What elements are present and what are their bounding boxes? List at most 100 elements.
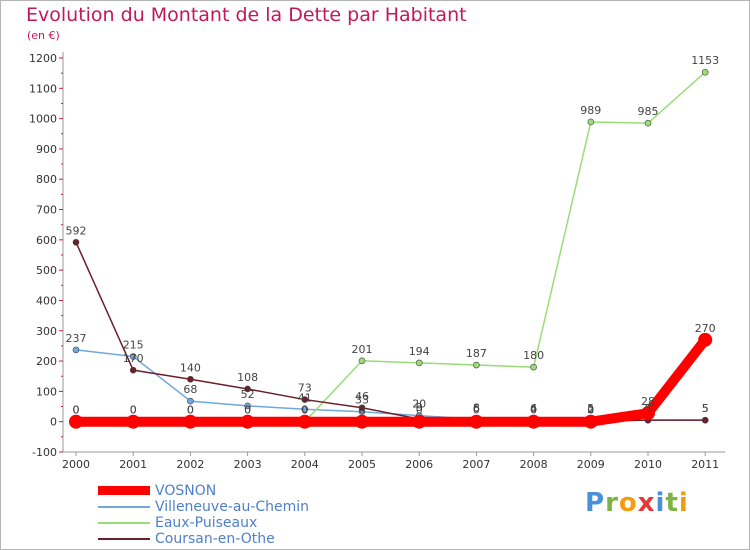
- x-tick-label: 2011: [691, 458, 719, 471]
- data-label: 0: [587, 404, 594, 417]
- data-label: 41: [298, 391, 312, 404]
- data-point: [126, 414, 141, 429]
- logo-letter: r: [605, 488, 619, 518]
- data-label: 5: [645, 402, 652, 415]
- legend-label-coursan: Coursan-en-Othe: [155, 531, 275, 547]
- data-label: 989: [580, 104, 601, 117]
- data-label: 0: [301, 404, 308, 417]
- data-label: 9: [416, 401, 423, 414]
- data-label: 5: [702, 402, 709, 415]
- y-tick-label: 1000: [29, 113, 57, 126]
- data-point: [698, 332, 713, 347]
- data-label: 0: [130, 404, 137, 417]
- legend-label-eaux-puiseaux: Eaux-Puiseaux: [155, 515, 258, 531]
- legend-swatch-eaux-puiseaux: [98, 522, 150, 524]
- data-point: [129, 366, 137, 374]
- data-label: 0: [187, 404, 194, 417]
- data-point: [644, 119, 652, 127]
- x-tick-label: 2003: [234, 458, 262, 471]
- data-point: [244, 402, 251, 410]
- data-label: 194: [409, 345, 430, 358]
- data-label: 180: [523, 349, 544, 362]
- x-tick-label: 2009: [577, 458, 605, 471]
- series-line: [71, 334, 711, 427]
- data-point: [129, 353, 137, 360]
- data-point: [297, 414, 312, 429]
- data-point: [587, 118, 595, 126]
- data-point: [701, 68, 709, 76]
- x-tick-label: 2005: [348, 458, 376, 471]
- data-label: 187: [466, 347, 487, 360]
- data-label: 201: [352, 343, 373, 356]
- data-label: 6: [530, 402, 537, 415]
- data-label: 0: [473, 404, 480, 417]
- data-label: 0: [416, 404, 423, 417]
- data-label: 0: [244, 404, 251, 417]
- y-tick-label: 1200: [29, 52, 57, 65]
- data-label: 237: [66, 332, 87, 345]
- data-label: 0: [73, 404, 80, 417]
- x-tick-label: 2004: [291, 458, 319, 471]
- data-label: 170: [123, 352, 144, 365]
- data-label: 0: [73, 404, 80, 417]
- data-label: 0: [530, 404, 537, 417]
- data-label: 20: [412, 398, 426, 411]
- legend-swatch-villeneuve: [98, 506, 150, 508]
- data-point: [526, 414, 541, 429]
- y-tick-label: 300: [36, 325, 57, 338]
- y-tick-label: 1100: [29, 82, 57, 95]
- logo-letter: x: [637, 488, 656, 518]
- unit-label: (en €): [27, 29, 60, 42]
- logo-letter: i: [655, 488, 666, 518]
- data-point: [183, 414, 198, 429]
- data-label: 108: [237, 371, 258, 384]
- data-label: 68: [183, 383, 197, 396]
- legend-swatch-coursan: [98, 538, 150, 540]
- data-label: 5: [702, 402, 709, 415]
- data-point: [412, 414, 427, 429]
- data-label: 0: [130, 404, 137, 417]
- data-point: [358, 357, 366, 365]
- data-label: 5: [587, 402, 594, 415]
- data-point: [355, 414, 369, 429]
- legend-label-vosnon: VOSNON: [155, 483, 217, 499]
- x-tick-label: 2001: [119, 458, 147, 471]
- data-label: 1153: [691, 54, 719, 67]
- series-line: [75, 71, 706, 423]
- x-tick-label: 2007: [462, 458, 490, 471]
- data-point: [473, 361, 480, 369]
- y-tick-label: 0: [50, 416, 57, 429]
- x-tick-label: 2000: [62, 458, 90, 471]
- data-label: 6: [473, 402, 480, 415]
- data-point: [701, 416, 709, 424]
- data-point: [244, 385, 251, 393]
- y-tick-label: -100: [32, 446, 57, 459]
- y-tick-label: 500: [36, 264, 57, 277]
- data-point: [187, 397, 194, 405]
- data-label: 4: [530, 402, 537, 415]
- data-point: [69, 414, 83, 429]
- data-label: 592: [66, 224, 87, 237]
- chart-title: Evolution du Montant de la Dette par Hab…: [26, 4, 467, 26]
- y-tick-label: 600: [36, 234, 57, 247]
- y-tick-label: 900: [36, 143, 57, 156]
- data-label: 5: [645, 402, 652, 415]
- data-point: [72, 346, 80, 354]
- data-label: 0: [187, 404, 194, 417]
- data-point: [240, 414, 255, 429]
- y-tick-label: 100: [36, 385, 57, 398]
- data-label: 140: [180, 361, 201, 374]
- series-line: [75, 241, 706, 422]
- logo-letter: o: [618, 488, 638, 518]
- y-tick-label: 700: [36, 204, 57, 217]
- data-point: [301, 396, 309, 403]
- logo-letter: t: [665, 488, 679, 518]
- series-line: [75, 349, 706, 421]
- data-point: [583, 414, 598, 429]
- data-point: [358, 404, 366, 412]
- data-label: 52: [241, 388, 255, 401]
- y-tick-label: 800: [36, 173, 57, 186]
- data-label: 33: [355, 394, 369, 407]
- data-point: [415, 359, 423, 367]
